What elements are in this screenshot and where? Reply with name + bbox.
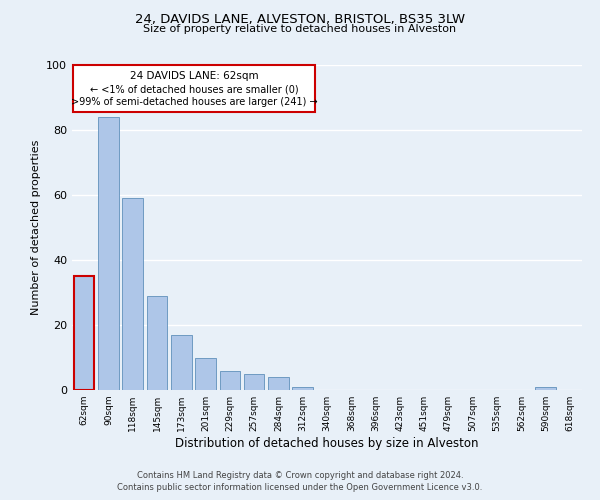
- Text: >99% of semi-detached houses are larger (241) →: >99% of semi-detached houses are larger …: [71, 98, 317, 108]
- Bar: [98, 117, 119, 390]
- Bar: [535, 387, 556, 390]
- FancyBboxPatch shape: [73, 65, 315, 112]
- Bar: [220, 370, 240, 390]
- Bar: [244, 374, 265, 390]
- Bar: [268, 377, 289, 390]
- X-axis label: Distribution of detached houses by size in Alveston: Distribution of detached houses by size …: [175, 437, 479, 450]
- Y-axis label: Number of detached properties: Number of detached properties: [31, 140, 41, 315]
- Bar: [292, 387, 313, 390]
- Text: 24 DAVIDS LANE: 62sqm: 24 DAVIDS LANE: 62sqm: [130, 72, 259, 82]
- Text: Contains HM Land Registry data © Crown copyright and database right 2024.
Contai: Contains HM Land Registry data © Crown c…: [118, 471, 482, 492]
- Bar: [74, 276, 94, 390]
- Bar: [122, 198, 143, 390]
- Text: 24, DAVIDS LANE, ALVESTON, BRISTOL, BS35 3LW: 24, DAVIDS LANE, ALVESTON, BRISTOL, BS35…: [135, 12, 465, 26]
- Bar: [171, 335, 191, 390]
- Text: ← <1% of detached houses are smaller (0): ← <1% of detached houses are smaller (0): [90, 84, 298, 94]
- Text: Size of property relative to detached houses in Alveston: Size of property relative to detached ho…: [143, 24, 457, 34]
- Bar: [146, 296, 167, 390]
- Bar: [195, 358, 216, 390]
